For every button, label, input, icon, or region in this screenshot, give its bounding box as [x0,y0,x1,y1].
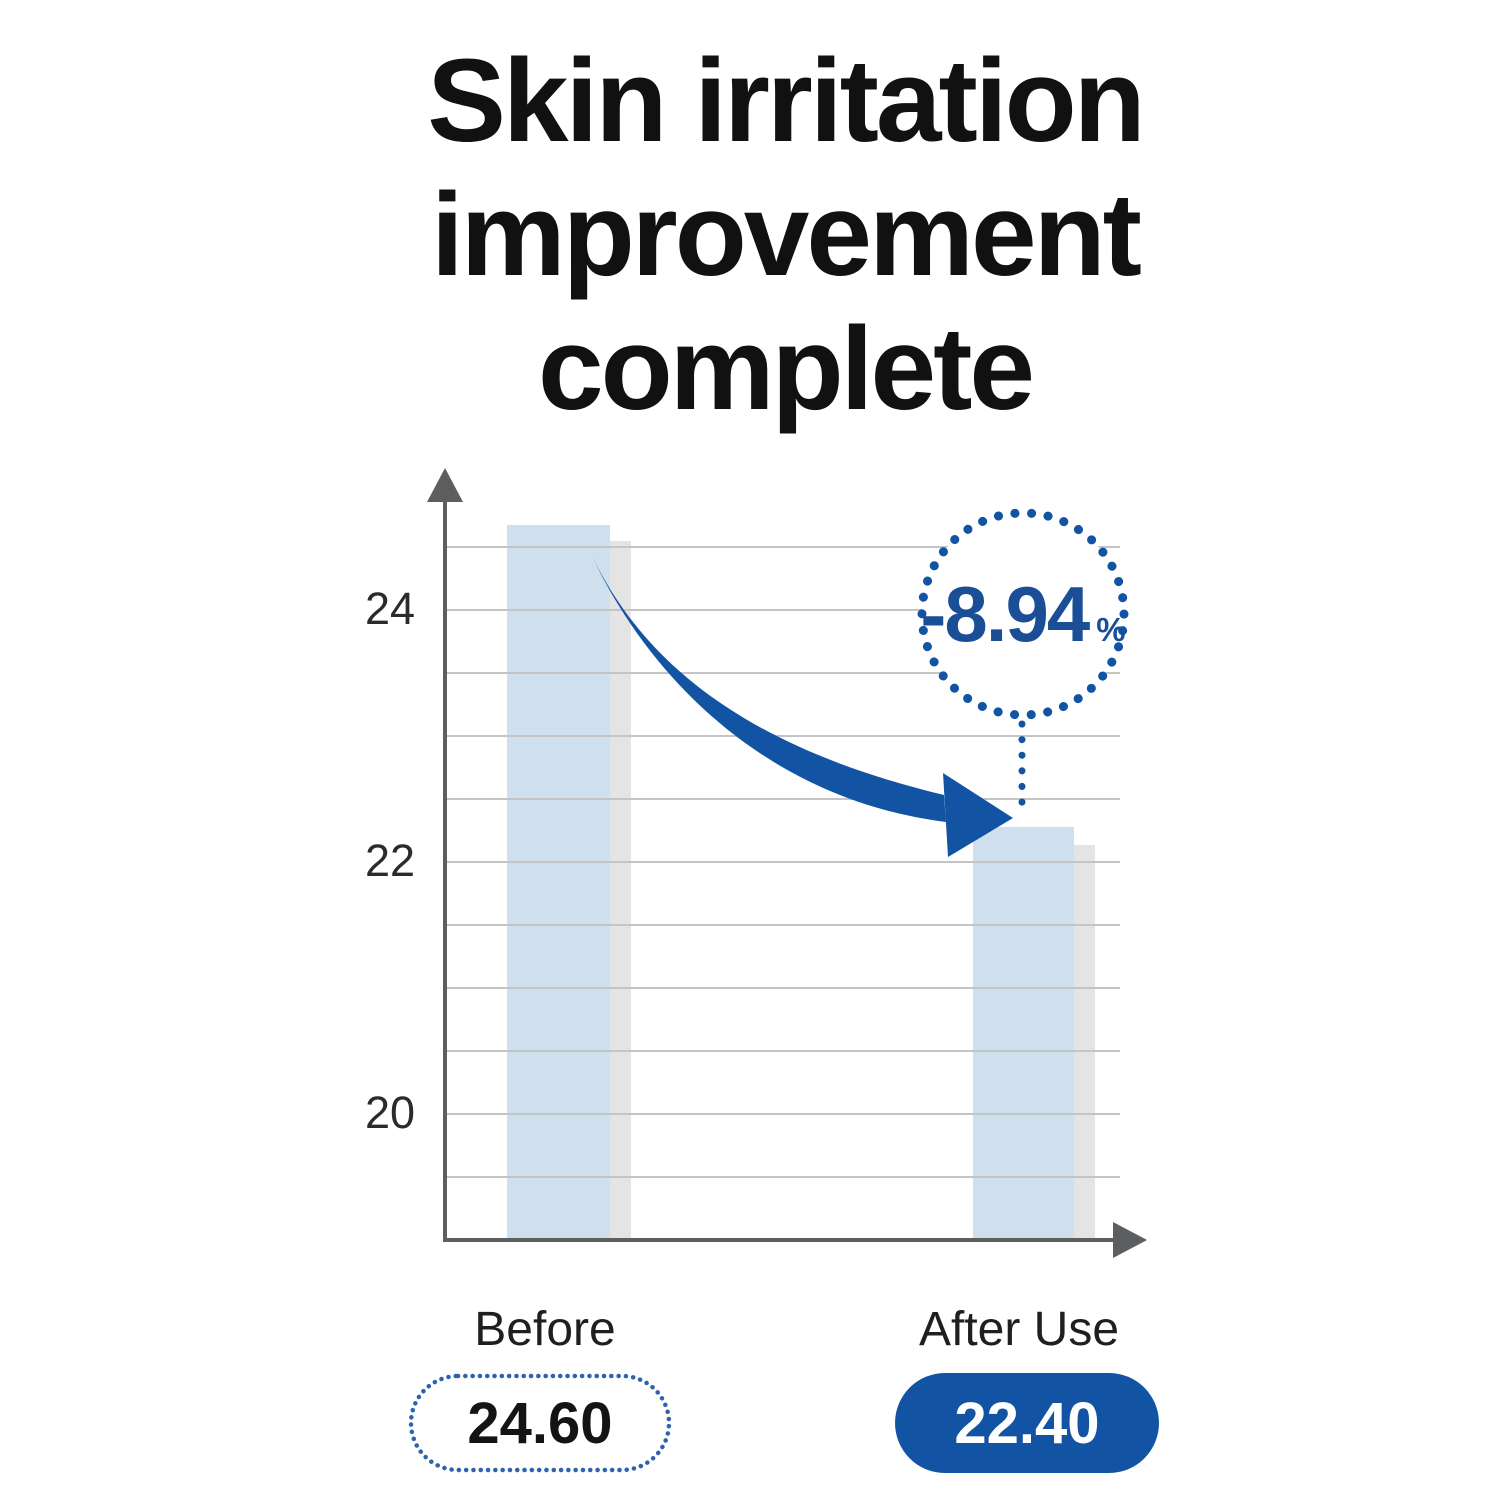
y-tick-label-20: 20 [364,1087,415,1138]
gridline [447,924,1120,926]
dotted-pill-border [408,1373,672,1473]
before-value-pill: 24.60 [408,1373,672,1473]
title-line-1: Skin irritation [427,35,1146,167]
gridline [447,1113,1120,1115]
gridline [447,798,1120,800]
gridline [447,1050,1120,1052]
decrease-arrow-tail [592,556,946,822]
x-label-after: After Use [918,1303,1120,1356]
gridline [447,987,1120,989]
bar-before [507,525,610,1242]
page-title: Skin irritation improvement complete [35,34,1500,436]
x-axis-line [443,1238,1113,1242]
title-line-2: improvement [431,169,1142,301]
after-value: 22.40 [954,1390,1100,1456]
title-line-3: complete [537,303,1035,435]
percent-change-value: -8.94 [920,570,1090,658]
y-tick-label-24: 24 [364,583,415,634]
y-axis-arrow-icon [427,468,463,502]
gridline [447,1176,1120,1178]
gridline [447,861,1120,863]
gridline [447,735,1120,737]
before-value: 24.60 [467,1390,613,1456]
x-axis-arrow-icon [1113,1222,1147,1258]
x-label-before: Before [474,1303,616,1356]
percent-change-badge: -8.94 % [920,570,1126,658]
y-tick-label-22: 22 [364,835,415,886]
y-axis-line [443,492,447,1242]
percent-sign: % [1096,611,1126,648]
gridline [447,546,1120,548]
after-value-pill: 22.40 [895,1373,1159,1473]
gridline [447,672,1120,674]
bar-after [973,827,1074,1242]
